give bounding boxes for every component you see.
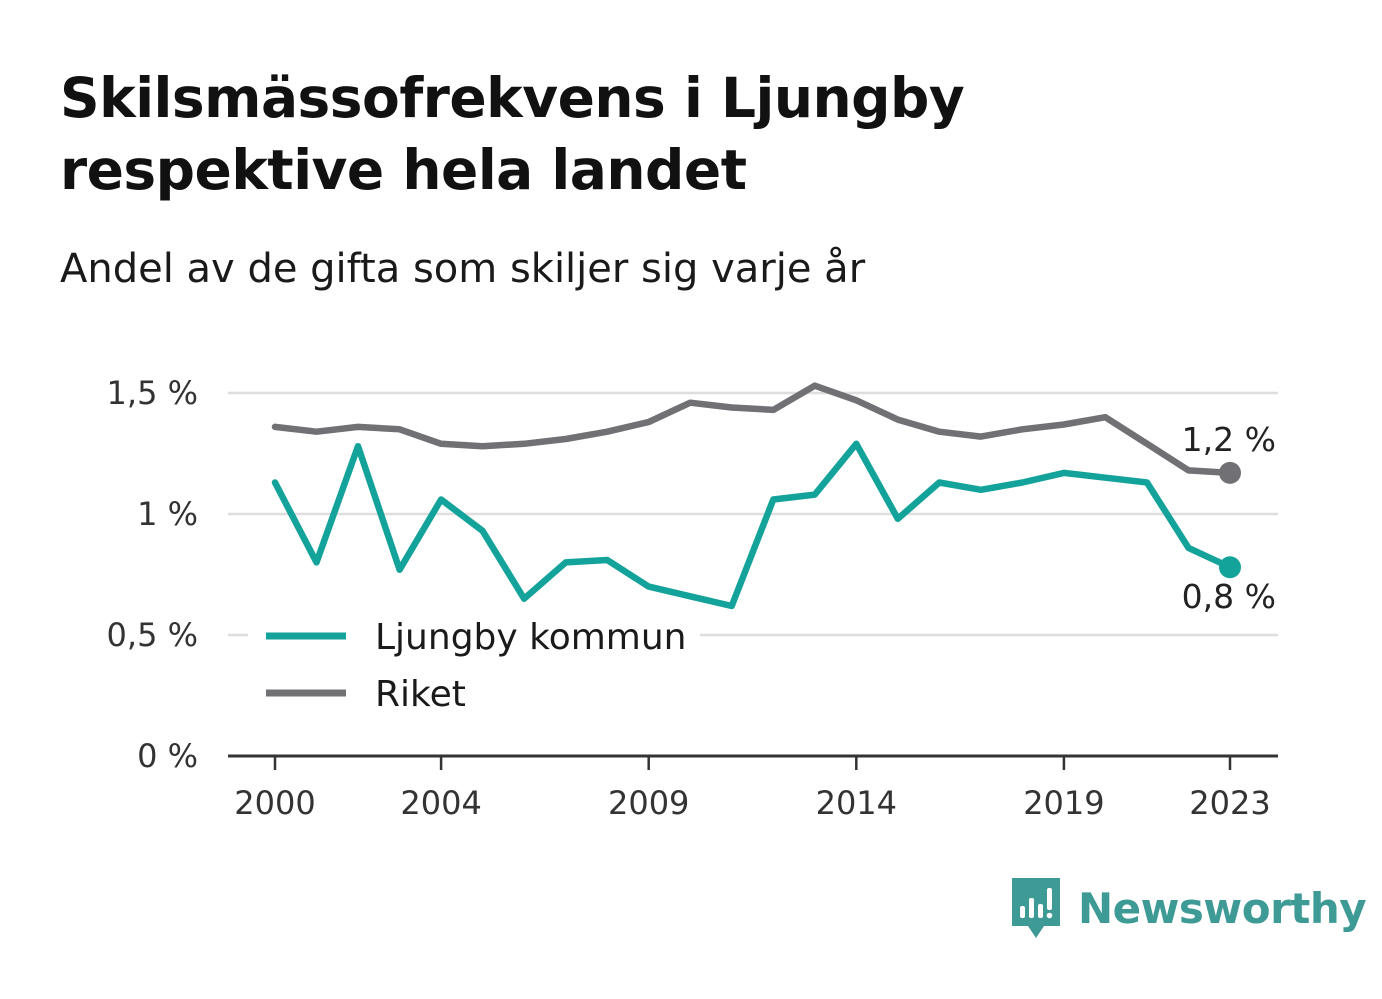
x-axis: 2000 2004 2009 2014 2019 2023 (228, 754, 1278, 822)
x-tick-label: 2009 (608, 784, 689, 822)
chart-title: Skilsmässofrekvens i Ljungby respektive … (60, 62, 1320, 206)
end-label-ljungby-kommun: 0,8 % (1182, 577, 1276, 616)
y-tick-label: 0,5 % (107, 616, 198, 654)
series-line-ljungby-kommun (271, 440, 1234, 610)
newsworthy-logo-icon (1012, 878, 1060, 938)
y-tick-label: 1,5 % (107, 374, 198, 412)
end-point-riket (1219, 461, 1241, 484)
series-lines: 0,8 % 1,2 % (271, 382, 1276, 616)
x-tick-label: 2023 (1189, 784, 1270, 822)
y-tick-label: 1 % (137, 495, 198, 533)
x-tick-label: 2004 (400, 784, 481, 822)
end-label-riket: 1,2 % (1182, 420, 1276, 459)
end-point-ljungby-kommun (1219, 556, 1241, 579)
legend: Ljungby kommun Riket (248, 606, 700, 726)
x-tick-label: 2000 (234, 784, 315, 822)
x-tick-label: 2019 (1023, 784, 1104, 822)
legend-label-ljungby-kommun: Ljungby kommun (375, 617, 687, 658)
y-tick-label: 0 % (137, 737, 198, 775)
chart-title-line-2: respektive hela landet (60, 138, 747, 202)
legend-label-riket: Riket (375, 674, 466, 715)
chart-title-line-1: Skilsmässofrekvens i Ljungby (60, 66, 965, 130)
legend-background (248, 606, 700, 726)
series-line-riket (271, 382, 1234, 477)
brand-name: Newsworthy (1078, 883, 1367, 933)
y-axis-tick-labels: 0 % 0,5 % 1 % 1,5 % (107, 374, 198, 775)
x-tick-label: 2014 (816, 784, 897, 822)
newsworthy-brand: Newsworthy (1010, 876, 1367, 940)
chart-subtitle: Andel av de gifta som skiljer sig varje … (60, 246, 866, 292)
